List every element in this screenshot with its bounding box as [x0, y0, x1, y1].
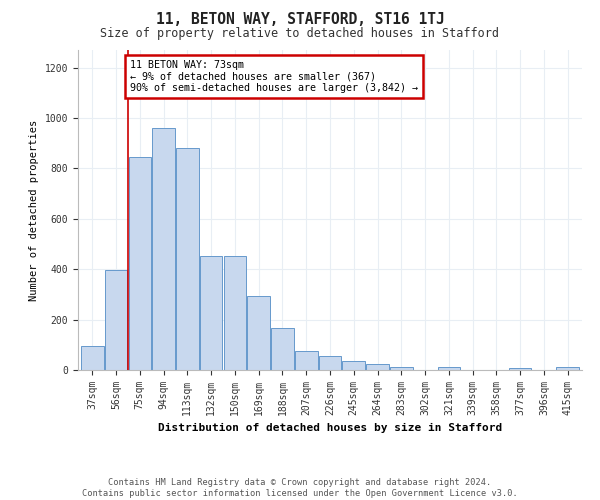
Bar [176, 148, 199, 370]
Bar [200, 256, 223, 370]
X-axis label: Distribution of detached houses by size in Stafford: Distribution of detached houses by size … [158, 424, 502, 434]
Text: Size of property relative to detached houses in Stafford: Size of property relative to detached ho… [101, 28, 499, 40]
Bar [247, 296, 270, 370]
Bar [105, 270, 127, 370]
Bar [556, 368, 579, 370]
Text: 11, BETON WAY, STAFFORD, ST16 1TJ: 11, BETON WAY, STAFFORD, ST16 1TJ [155, 12, 445, 28]
Text: 11 BETON WAY: 73sqm
← 9% of detached houses are smaller (367)
90% of semi-detach: 11 BETON WAY: 73sqm ← 9% of detached hou… [130, 60, 418, 94]
Y-axis label: Number of detached properties: Number of detached properties [29, 120, 39, 300]
Bar [319, 356, 341, 370]
Text: Contains HM Land Registry data © Crown copyright and database right 2024.
Contai: Contains HM Land Registry data © Crown c… [82, 478, 518, 498]
Bar [224, 256, 246, 370]
Bar [152, 128, 175, 370]
Bar [271, 328, 294, 370]
Bar [437, 367, 460, 370]
Bar [128, 157, 151, 370]
Bar [81, 346, 104, 370]
Bar [343, 361, 365, 370]
Bar [295, 351, 317, 370]
Bar [509, 368, 532, 370]
Bar [390, 366, 413, 370]
Bar [366, 364, 389, 370]
